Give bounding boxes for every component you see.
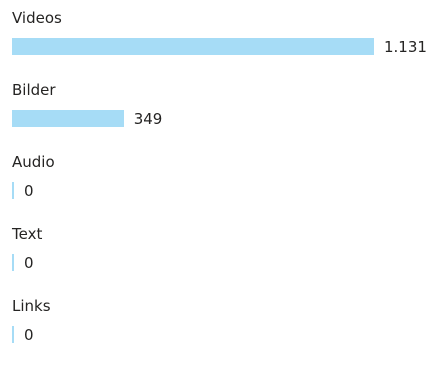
bar-audio[interactable] [12, 182, 14, 199]
bar-links[interactable] [12, 326, 14, 343]
value-label-text: 0 [24, 254, 34, 272]
category-label-links: Links [12, 297, 51, 315]
bar-row-links: Links 0 [12, 296, 432, 368]
value-label-videos: 1.131 [384, 38, 427, 56]
bar-bilder[interactable] [12, 110, 124, 127]
category-label-audio: Audio [12, 153, 55, 171]
bar-text[interactable] [12, 254, 14, 271]
value-label-links: 0 [24, 326, 34, 344]
category-label-bilder: Bilder [12, 81, 56, 99]
category-label-text: Text [12, 225, 43, 243]
bar-row-audio: Audio 0 [12, 152, 432, 224]
bar-row-text: Text 0 [12, 224, 432, 296]
bar-row-videos: Videos 1.131 [12, 8, 432, 80]
category-label-videos: Videos [12, 9, 62, 27]
bar-videos[interactable] [12, 38, 374, 55]
value-label-audio: 0 [24, 182, 34, 200]
bar-chart: Videos 1.131 Bilder 349 Audio 0 Text 0 Links 0 [12, 8, 432, 368]
value-label-bilder: 349 [133, 110, 163, 128]
bar-row-bilder: Bilder 349 [12, 80, 432, 152]
